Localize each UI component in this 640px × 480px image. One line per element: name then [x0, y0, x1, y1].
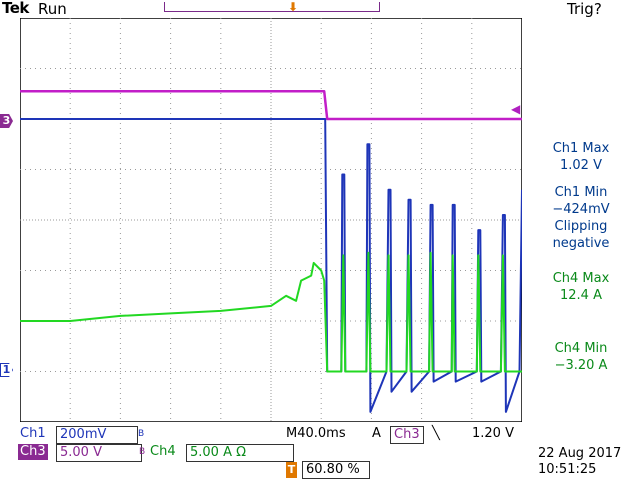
- ch1-ground-marker[interactable]: 1: [0, 363, 13, 377]
- ch3-bw-limit: B: [139, 447, 146, 457]
- trigger-source[interactable]: Ch3: [390, 426, 424, 444]
- trace-2: [20, 251, 522, 373]
- ch3-scale[interactable]: 5.00 V: [56, 444, 142, 462]
- measurement-line: Ch4 Max: [552, 271, 610, 286]
- measurement-2: Ch4 Max 12.4 A: [526, 270, 636, 304]
- date: 22 Aug 2017: [538, 446, 622, 461]
- ch3-ground-marker[interactable]: 3: [0, 114, 13, 128]
- timebase[interactable]: M40.0ms: [286, 426, 346, 441]
- trigger-slope-icon: ╲: [432, 426, 440, 441]
- ch1-name[interactable]: Ch1: [20, 426, 46, 441]
- measurement-line: 12.4 A: [560, 288, 602, 303]
- measurement-panel: Ch1 Max 1.02 V Ch1 Min −424mV Clipping negati…: [526, 140, 636, 384]
- ch1-bw-limit: B: [138, 429, 145, 439]
- trigger-mode: A: [372, 426, 381, 441]
- trigger-position-icon: T: [286, 462, 297, 478]
- measurement-line: −424mV: [552, 202, 610, 217]
- trigger-position[interactable]: 60.80 %: [302, 461, 370, 479]
- ch3-name[interactable]: Ch3: [18, 444, 48, 460]
- ch4-scale[interactable]: 5.00 A Ω: [186, 444, 294, 462]
- waveform-traces: [20, 89, 522, 413]
- acquisition-status: Run: [38, 0, 67, 18]
- measurement-line: 1.02 V: [560, 158, 602, 173]
- measurement-line: Ch1 Max: [552, 141, 610, 156]
- brand-logo: Tek: [2, 0, 29, 17]
- trace-0: [20, 89, 522, 121]
- ch4-name[interactable]: Ch4: [150, 444, 176, 459]
- measurement-0: Ch1 Max 1.02 V: [526, 140, 636, 174]
- measurement-1: Ch1 Min −424mV Clipping negative: [526, 184, 636, 252]
- measurement-line: Ch1 Min: [554, 185, 608, 200]
- waveform-display[interactable]: [20, 18, 522, 422]
- trigger-position-top-icon: ⬇: [288, 0, 299, 14]
- date-time: 22 Aug 2017 10:51:25: [538, 446, 621, 478]
- readout-row-2: Ch3 5.00 V B Ch4 5.00 A Ω: [18, 443, 318, 462]
- trigger-position-readout: T 60.80 %: [286, 461, 376, 479]
- readout-row-1: Ch1 200mV B M40.0ms A Ch3 ╲ 1.20 V: [20, 426, 522, 444]
- measurement-line: −3.20 A: [554, 358, 608, 373]
- trigger-level-marker[interactable]: ◀: [511, 102, 521, 116]
- measurement-line: Ch4 Min: [554, 341, 608, 356]
- ch1-scale[interactable]: 200mV: [56, 426, 138, 444]
- measurement-3: Ch4 Min −3.20 A: [526, 340, 636, 374]
- time: 10:51:25: [538, 462, 597, 477]
- trigger-status: Trig?: [567, 0, 602, 18]
- trigger-level[interactable]: 1.20 V: [472, 426, 514, 441]
- measurement-line: Clipping: [554, 219, 608, 234]
- measurement-line: negative: [552, 236, 610, 251]
- record-window-bracket: [164, 2, 380, 12]
- status-bar: Tek Run ⬇ Trig?: [0, 0, 640, 18]
